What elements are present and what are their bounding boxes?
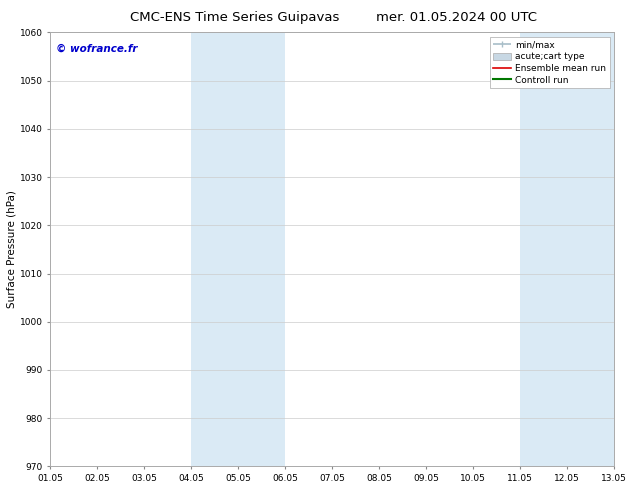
Y-axis label: Surface Pressure (hPa): Surface Pressure (hPa)	[7, 191, 17, 308]
Text: CMC-ENS Time Series Guipavas: CMC-ENS Time Series Guipavas	[130, 11, 339, 24]
Bar	[520, 32, 614, 466]
Bar	[191, 32, 285, 466]
Text: © wofrance.fr: © wofrance.fr	[56, 43, 138, 53]
Legend: min/max, acute;cart type, Ensemble mean run, Controll run: min/max, acute;cart type, Ensemble mean …	[489, 37, 610, 88]
Text: mer. 01.05.2024 00 UTC: mer. 01.05.2024 00 UTC	[376, 11, 537, 24]
